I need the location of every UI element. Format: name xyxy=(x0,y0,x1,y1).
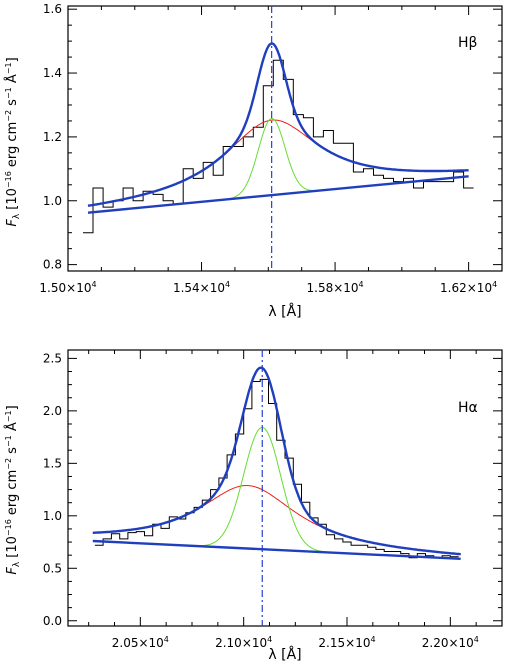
y-axis-label: Fλ [10−16 erg cm−2 s−1 Å−1] xyxy=(4,57,22,226)
narrow-component xyxy=(228,118,315,200)
observed-spectrum xyxy=(94,378,459,559)
continuum-line xyxy=(87,175,469,214)
y-tick-label: 1.0 xyxy=(43,509,62,523)
tick-labels: 1.50×104 1.54×104 1.58×104 1.62×104 0.8 1.0 1.… xyxy=(39,2,497,295)
x-tick-label: 1.50×104 xyxy=(39,280,96,295)
x-tick-label: 1.58×104 xyxy=(307,280,364,295)
y-tick-label: 1.2 xyxy=(43,130,62,144)
plot-frame xyxy=(67,5,503,272)
y-tick-label: 1.5 xyxy=(43,456,62,470)
x-axis-label: λ [Å] xyxy=(268,303,301,320)
x-tick-label: 2.05×104 xyxy=(112,635,169,650)
chart-panel-hbeta: 1.50×104 1.54×104 1.58×104 1.62×104 0.8 1.0 1.… xyxy=(4,2,503,320)
y-tick-label: 2.5 xyxy=(43,351,62,365)
y-tick-label: 0.5 xyxy=(43,561,62,575)
total-fit xyxy=(87,42,469,207)
line-annotation: Hα xyxy=(458,400,478,416)
y-tick-label: 1.0 xyxy=(43,194,62,208)
x-tick-label: 1.62×104 xyxy=(440,280,497,295)
x-tick-label: 2.10×104 xyxy=(215,635,272,650)
y-axis-label: Fλ [10−16 erg cm−2 s−1 Å−1] xyxy=(4,405,22,574)
series-layer xyxy=(83,6,474,271)
x-axis-label: λ [Å] xyxy=(268,646,301,663)
axis-ticks xyxy=(67,6,503,271)
plot-frame xyxy=(67,349,503,627)
y-tick-label: 0.8 xyxy=(43,258,62,272)
x-tick-label: 2.20×104 xyxy=(422,635,479,650)
x-tick-label: 2.15×104 xyxy=(318,635,375,650)
y-tick-label: 1.6 xyxy=(43,2,62,16)
y-tick-label: 1.4 xyxy=(43,66,62,80)
total-fit xyxy=(92,366,461,556)
line-annotation: Hβ xyxy=(458,35,477,51)
axis-ticks xyxy=(68,350,503,626)
y-tick-label: 0.0 xyxy=(43,614,62,628)
chart-panel-halpha: 2.05×104 2.10×104 2.15×104 2.20×104 0.0 0.5 1.… xyxy=(4,349,503,663)
series-layer xyxy=(92,350,461,626)
x-tick-label: 1.54×104 xyxy=(173,280,230,295)
continuum-line xyxy=(92,539,461,561)
y-tick-label: 2.0 xyxy=(43,404,62,418)
tick-labels: 2.05×104 2.10×104 2.15×104 2.20×104 0.0 0.5 1.… xyxy=(43,351,479,650)
